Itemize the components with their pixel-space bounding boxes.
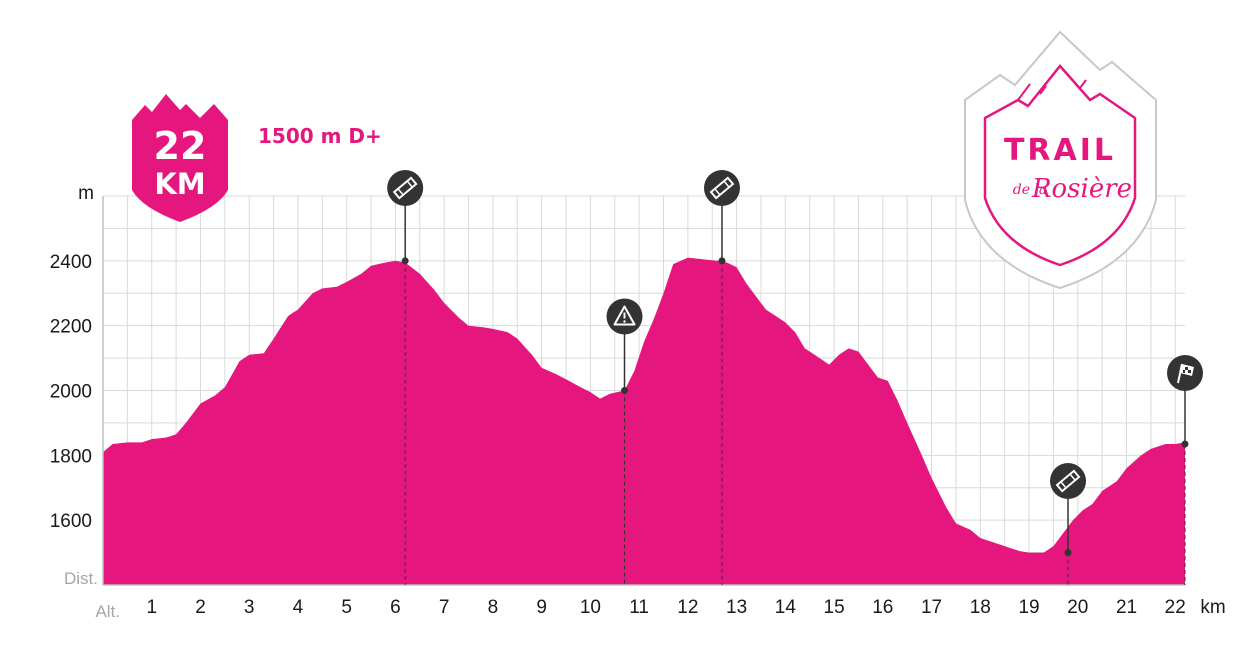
x-tick-label: 17 <box>921 597 942 618</box>
x-tick-label: 4 <box>293 597 304 618</box>
marker-refreshment-icon <box>703 170 740 585</box>
x-tick-label: 3 <box>244 597 255 618</box>
marker-point <box>1181 440 1189 448</box>
x-tick-label: 16 <box>872 597 893 618</box>
x-tick-label: 20 <box>1067 597 1088 618</box>
x-tick-label: 12 <box>677 597 698 618</box>
logo-word-dela: de la <box>1013 182 1048 198</box>
marker-point <box>401 257 409 265</box>
distance-badge: 22 KM <box>132 94 228 222</box>
x-axis-label: km <box>1200 597 1225 618</box>
x-tick-label: 2 <box>195 597 206 618</box>
finish-flag-icon <box>1177 363 1194 384</box>
refreshment-icon <box>709 176 735 200</box>
x-tick-label: 15 <box>824 597 845 618</box>
y-axis-label: m <box>78 183 94 204</box>
logo-mountain-line <box>1017 79 1087 101</box>
x-tick-label: 19 <box>1018 597 1039 618</box>
x-tick-label: 22 <box>1165 597 1186 618</box>
marker-refreshment-icon <box>1050 463 1087 585</box>
y-tick-label: 1600 <box>50 511 92 532</box>
x-tick-label: 5 <box>341 597 352 618</box>
y-tick-label: 2000 <box>50 382 92 403</box>
x-tick-label: 10 <box>580 597 601 618</box>
alt-label: Alt. <box>95 602 120 621</box>
x-tick-label: 8 <box>488 597 499 618</box>
y-tick-labels: 1600 1800 2000 2200 2400 <box>50 252 92 532</box>
marker-point <box>621 387 629 394</box>
x-tick-label: 14 <box>775 597 797 618</box>
dist-label: Dist. <box>64 569 98 588</box>
refreshment-icon <box>392 176 418 200</box>
elevation-area <box>103 257 1185 585</box>
y-tick-label: 2400 <box>50 252 92 273</box>
x-tick-label: 1 <box>146 597 157 618</box>
x-tick-labels: 1 2 3 4 5 6 7 8 9 10 11 12 13 14 15 16 17 18 19 20 21 22 <box>146 597 1185 618</box>
badge-distance-number: 22 <box>154 124 207 168</box>
marker-circle <box>703 170 740 206</box>
y-tick-label: 2200 <box>50 317 92 338</box>
elevation-gain: 1500 m D+ <box>258 124 382 148</box>
y-tick-label: 1800 <box>50 446 92 467</box>
marker-circle <box>387 170 424 206</box>
warning-icon <box>613 305 636 326</box>
trail-logo: TRAIL de la Rosière <box>964 30 1157 290</box>
logo-inner-shield <box>983 64 1137 267</box>
mountain-badge-icon <box>132 94 228 222</box>
x-tick-label: 9 <box>536 597 547 618</box>
x-tick-label: 7 <box>439 597 450 618</box>
badge-distance-unit: KM <box>154 167 205 201</box>
marker-refreshment-icon <box>387 170 424 585</box>
logo-word-trail: TRAIL <box>1004 133 1116 168</box>
marker-point <box>1064 549 1072 557</box>
marker-warning-icon <box>606 298 643 585</box>
marker-circle <box>1050 463 1087 499</box>
marker-point <box>718 257 726 265</box>
logo-word-rosiere: Rosière <box>1031 174 1132 204</box>
x-tick-label: 13 <box>726 597 747 618</box>
marker-finish-flag-icon <box>1167 355 1203 585</box>
chart-axes <box>102 196 1185 586</box>
chart-markers <box>387 170 1203 585</box>
x-tick-label: 21 <box>1116 597 1137 618</box>
x-tick-label: 18 <box>970 597 991 618</box>
refreshment-icon <box>1055 469 1081 493</box>
x-tick-label: 6 <box>390 597 401 618</box>
x-tick-label: 11 <box>629 597 649 618</box>
